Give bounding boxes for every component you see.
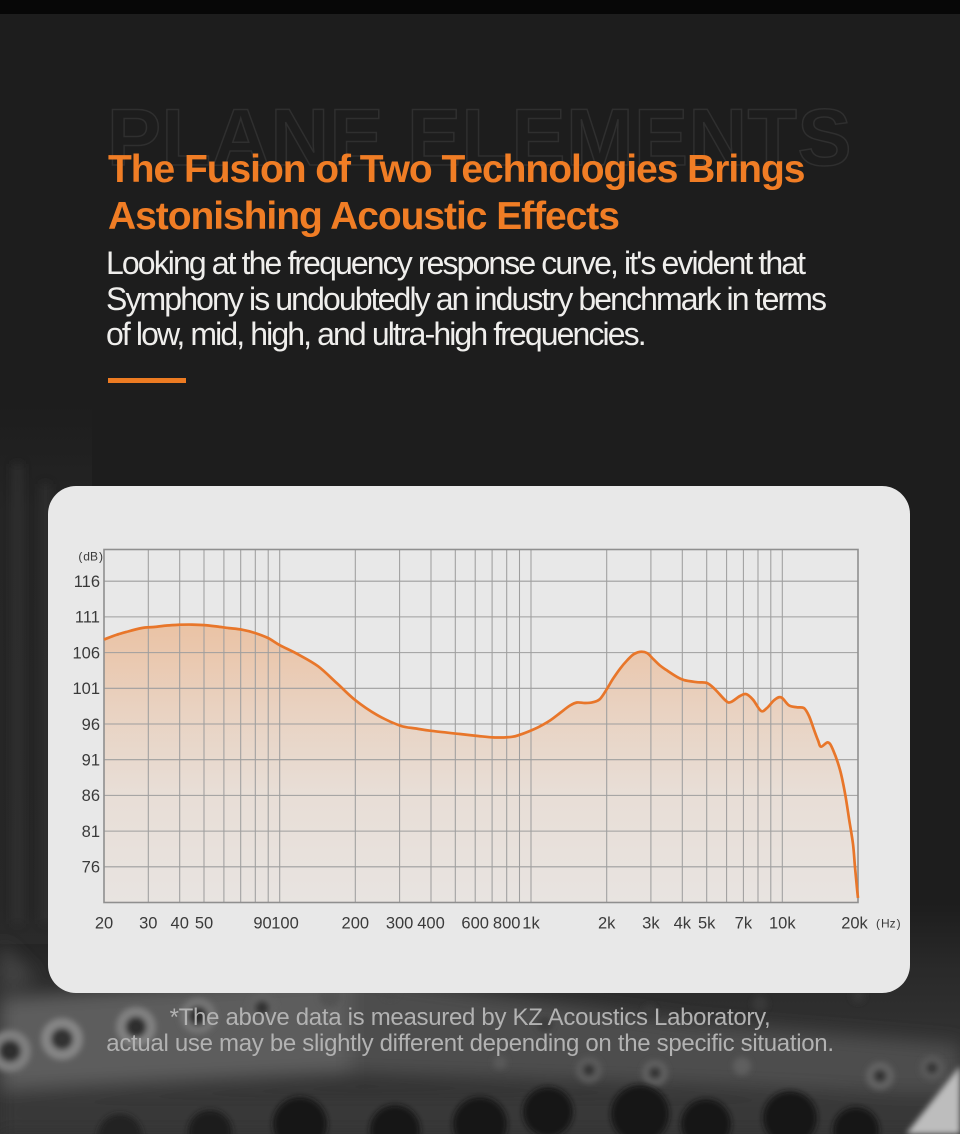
svg-text:106: 106 xyxy=(72,644,100,662)
svg-text:20: 20 xyxy=(95,914,113,932)
svg-text:400: 400 xyxy=(417,914,445,932)
svg-text:91: 91 xyxy=(82,751,100,769)
svg-text:86: 86 xyxy=(82,787,100,805)
svg-text:90: 90 xyxy=(253,914,271,932)
svg-text:30: 30 xyxy=(139,914,157,932)
svg-text:10k: 10k xyxy=(769,914,796,932)
svg-text:76: 76 xyxy=(82,858,100,876)
svg-text:4k: 4k xyxy=(674,914,692,932)
svg-text:800: 800 xyxy=(493,914,521,932)
svg-text:600: 600 xyxy=(461,914,489,932)
svg-text:( dB ): ( dB ) xyxy=(78,549,103,563)
svg-text:3k: 3k xyxy=(642,914,660,932)
svg-text:96: 96 xyxy=(82,715,100,733)
svg-text:40: 40 xyxy=(171,914,189,932)
svg-text:50: 50 xyxy=(195,914,213,932)
svg-text:100: 100 xyxy=(271,914,299,932)
svg-text:20k: 20k xyxy=(841,914,868,932)
svg-text:200: 200 xyxy=(342,914,370,932)
svg-text:300: 300 xyxy=(386,914,414,932)
svg-text:5k: 5k xyxy=(698,914,716,932)
svg-text:111: 111 xyxy=(75,608,100,626)
svg-text:116: 116 xyxy=(74,573,100,591)
svg-text:1k: 1k xyxy=(522,914,540,932)
svg-text:2k: 2k xyxy=(598,914,616,932)
svg-text:( Hz ): ( Hz ) xyxy=(876,916,901,930)
svg-text:101: 101 xyxy=(72,680,100,698)
svg-text:81: 81 xyxy=(82,822,100,840)
svg-text:7k: 7k xyxy=(735,914,753,932)
